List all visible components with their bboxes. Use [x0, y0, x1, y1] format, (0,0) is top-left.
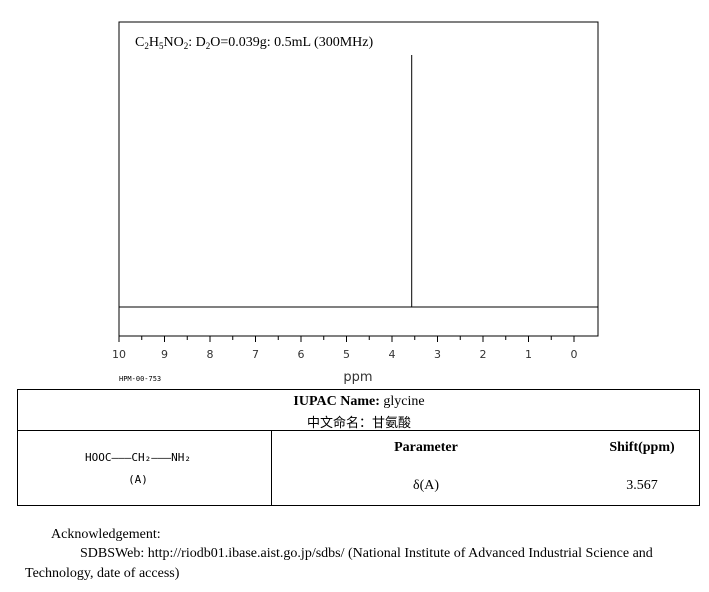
title-formula-no-sub: 2 [184, 41, 189, 51]
chart-title: C2H5NO2: D2O=0.039g: 0.5mL (300MHz) [135, 35, 373, 51]
row-shift: 3.567 [626, 478, 658, 493]
title-separator: : [188, 35, 195, 50]
acknowledgement-heading: Acknowledgement: [51, 527, 161, 542]
x-tick-label: 5 [343, 348, 350, 361]
iupac-name: IUPAC Name: glycine [293, 394, 424, 410]
x-tick-label: 0 [571, 348, 578, 361]
table-divider-vertical [271, 430, 272, 505]
iupac-label: IUPAC Name: [293, 394, 380, 409]
structure-label: (A) [128, 473, 148, 486]
x-tick-label: 4 [389, 348, 396, 361]
title-formula-no: NO [163, 35, 183, 50]
row-parameter: δ(A) [412, 478, 440, 493]
acknowledgement-line1: SDBSWeb: http://riodb01.ibase.aist.go.jp… [80, 546, 653, 561]
structure-formula: HOOC———CH₂———NH₂ [85, 451, 191, 464]
x-axis-tick-labels: 10 9 8 7 6 5 4 3 2 1 0 [112, 348, 578, 361]
title-formula-h: H [149, 35, 159, 50]
title-formula-c: C [135, 35, 144, 50]
x-tick-label: 3 [434, 348, 441, 361]
title-formula-h-sub: 5 [159, 41, 164, 51]
title-conditions: =0.039g: 0.5mL (300MHz) [220, 35, 373, 50]
header-shift: Shift(ppm) [609, 440, 675, 455]
nmr-spectrum-chart: C2H5NO2: D2O=0.039g: 0.5mL (300MHz) 10 9 8… [112, 21, 599, 385]
assignment-table: IUPAC Name: glycine 中文命名：甘氨酸 HOOC———CH₂—… [17, 389, 700, 506]
plot-frame [118, 21, 599, 337]
x-tick-label: 2 [480, 348, 487, 361]
title-formula-c-sub: 2 [144, 41, 149, 51]
x-axis-ticks [118, 336, 575, 342]
x-tick-label: 6 [298, 348, 305, 361]
chinese-name: 中文命名：甘氨酸 [306, 416, 412, 431]
table-divider-horizontal [18, 430, 699, 431]
x-tick-label: 10 [112, 348, 126, 361]
header-parameter: Parameter [394, 440, 458, 455]
title-solvent-sub: 2 [206, 41, 211, 51]
acknowledgement-line2: Technology, date of access) [25, 566, 180, 581]
catalog-code: HPM-00-753 [119, 375, 161, 383]
title-solvent-d: D [196, 35, 206, 50]
iupac-value: glycine [379, 394, 425, 409]
x-axis-label: ppm [343, 370, 372, 385]
x-tick-label: 9 [161, 348, 168, 361]
x-tick-label: 7 [252, 348, 259, 361]
x-tick-label: 8 [207, 348, 214, 361]
x-tick-label: 1 [525, 348, 532, 361]
title-solvent-o: O [210, 35, 220, 50]
